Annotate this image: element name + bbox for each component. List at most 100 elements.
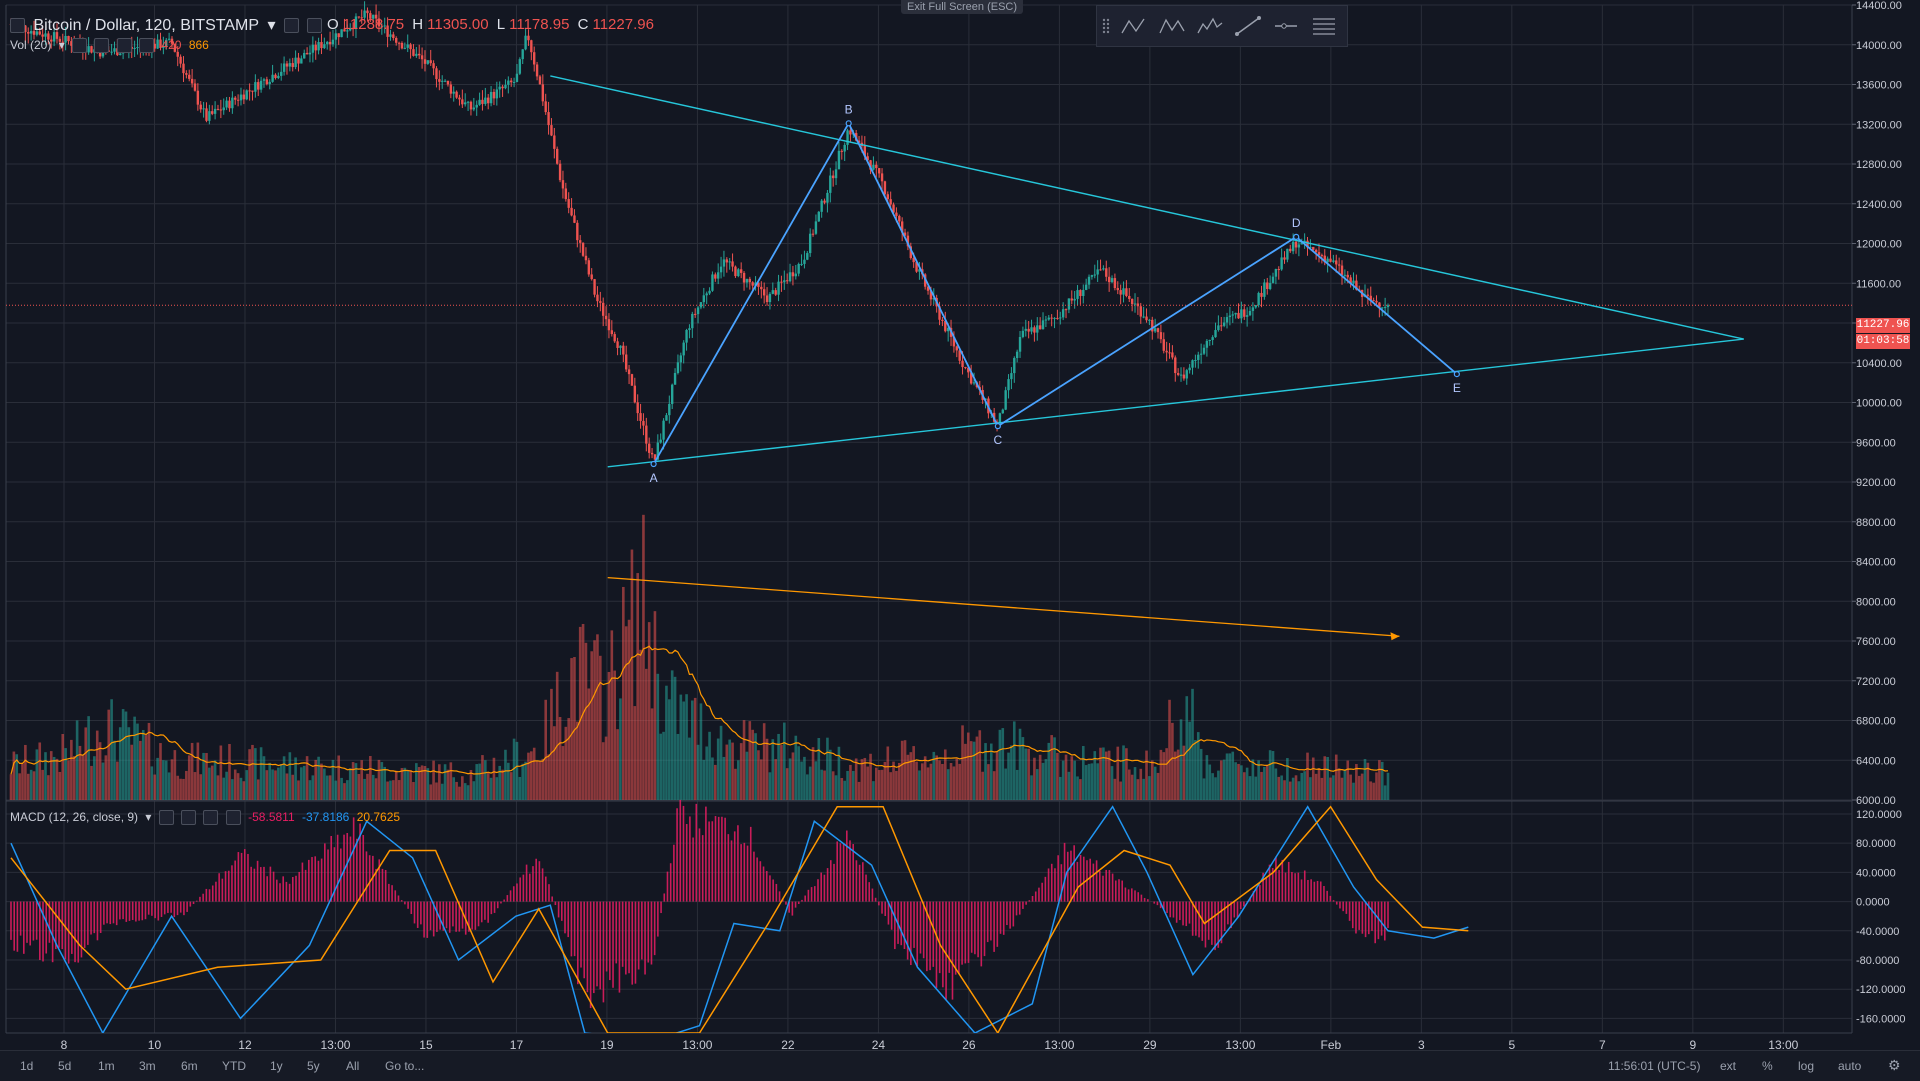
range-5y[interactable]: 5y — [307, 1059, 320, 1073]
volume-bar — [883, 761, 887, 800]
volume-bar — [688, 737, 691, 800]
volume-bar — [52, 756, 56, 800]
volume-bar — [1363, 759, 1367, 800]
volume-bar — [777, 733, 780, 800]
range-ytd[interactable]: YTD — [222, 1059, 246, 1073]
volume-bar — [297, 780, 300, 800]
candle-body — [958, 350, 961, 361]
candle-body — [323, 44, 326, 49]
candle-body — [1263, 282, 1266, 297]
candle-body — [58, 38, 62, 42]
settings-icon[interactable] — [72, 38, 88, 54]
volume-bar — [909, 752, 913, 800]
volume-bar — [1199, 748, 1203, 800]
volume-bar — [564, 726, 568, 800]
chevron-down-icon[interactable]: ▾ — [267, 17, 276, 34]
trend-line-icon[interactable] — [1229, 8, 1267, 44]
range-3m[interactable]: 3m — [139, 1059, 156, 1073]
volume-bar — [708, 731, 711, 800]
volume-bar — [78, 745, 82, 800]
candle-body — [1064, 309, 1068, 311]
volume-bar — [693, 697, 697, 800]
volume-bar — [1156, 772, 1160, 800]
candle-body — [757, 282, 760, 287]
volume-bar — [780, 745, 783, 800]
volume-bar — [995, 751, 999, 800]
volume-bar — [432, 760, 435, 800]
macd-label[interactable]: MACD (12, 26, close, 9) — [10, 810, 139, 824]
candle-body — [1300, 241, 1303, 245]
range-1d[interactable]: 1d — [20, 1059, 34, 1073]
grip-icon[interactable] — [1097, 8, 1115, 44]
candle-body — [349, 28, 352, 31]
range-1y[interactable]: 1y — [270, 1059, 283, 1073]
candle-body — [1271, 276, 1275, 283]
volume-legend[interactable]: Vol (20) ▾ 420 866 — [10, 38, 213, 54]
add-icon[interactable] — [203, 810, 219, 826]
candle-body — [622, 345, 625, 355]
gear-icon[interactable]: ⚙ — [1888, 1057, 1901, 1073]
volume-bar — [1208, 764, 1212, 800]
horizontal-ray-icon[interactable] — [1267, 8, 1305, 44]
menu-icon[interactable] — [1305, 8, 1343, 44]
chevron-down-icon[interactable]: ▾ — [58, 38, 65, 52]
close-icon[interactable] — [225, 810, 241, 826]
hide-icon[interactable] — [94, 38, 110, 54]
volume-label[interactable]: Vol (20) — [10, 38, 52, 52]
abcd-pattern-icon[interactable] — [1115, 8, 1153, 44]
volume-bar — [1294, 775, 1298, 800]
volume-bar — [139, 740, 142, 800]
clock-timezone[interactable]: 11:56:01 (UTC-5) — [1608, 1059, 1701, 1073]
extended-hours-toggle[interactable]: ext — [1720, 1059, 1737, 1073]
ace-pattern-icon[interactable] — [1153, 8, 1191, 44]
close-icon[interactable] — [139, 38, 155, 54]
hide-icon[interactable] — [181, 810, 197, 826]
hide-icon[interactable] — [307, 18, 323, 34]
candle-body — [811, 233, 815, 235]
range-all[interactable]: All — [346, 1059, 360, 1073]
volume-bar — [1378, 760, 1381, 800]
exit-fullscreen-button[interactable]: Exit Full Screen (ESC) — [901, 0, 1024, 14]
log-scale-toggle[interactable]: log — [1798, 1059, 1815, 1073]
auto-scale-toggle[interactable]: auto — [1838, 1059, 1862, 1073]
candle-body — [929, 290, 933, 300]
volume-bar — [834, 775, 838, 800]
collapse-icon[interactable] — [10, 18, 25, 34]
elliott-wave-icon[interactable] — [1191, 8, 1229, 44]
add-icon[interactable] — [116, 38, 132, 54]
volume-bar — [541, 758, 545, 800]
candle-body — [1047, 317, 1050, 320]
candle-body — [423, 59, 427, 64]
goto-date-button[interactable]: Go to... — [385, 1059, 425, 1073]
percent-scale-toggle[interactable]: % — [1762, 1059, 1773, 1073]
volume-bar — [478, 763, 481, 800]
candle-body — [849, 130, 852, 135]
range-1m[interactable]: 1m — [98, 1059, 115, 1073]
candle-body — [863, 146, 866, 157]
macd-legend[interactable]: MACD (12, 26, close, 9) ▾ -58.5811 -37.8… — [10, 810, 404, 826]
chevron-down-icon[interactable]: ▾ — [145, 810, 152, 824]
volume-bar — [800, 761, 803, 800]
volume-bar — [489, 777, 493, 800]
volume-bar — [440, 783, 444, 800]
settings-icon[interactable] — [283, 18, 299, 34]
candle-body — [1073, 298, 1076, 301]
volume-bar — [518, 776, 522, 800]
symbol-title[interactable]: Bitcoin / Dollar, 120, BITSTAMP — [33, 17, 260, 34]
volume-bar — [438, 764, 441, 800]
symbol-legend[interactable]: Bitcoin / Dollar, 120, BITSTAMP ▾ — [10, 15, 326, 35]
volume-bar — [1090, 763, 1094, 800]
settings-icon[interactable] — [158, 810, 174, 826]
candle-body — [607, 319, 611, 331]
candle-body — [780, 281, 783, 283]
volume-bar — [929, 763, 933, 800]
volume-bar — [685, 694, 688, 800]
range-6m[interactable]: 6m — [181, 1059, 198, 1073]
candle-body — [452, 91, 455, 94]
range-5d[interactable]: 5d — [58, 1059, 72, 1073]
candle-body — [225, 100, 228, 108]
candle-body — [487, 97, 490, 104]
candle-body — [98, 50, 102, 57]
volume-bar — [93, 756, 96, 800]
